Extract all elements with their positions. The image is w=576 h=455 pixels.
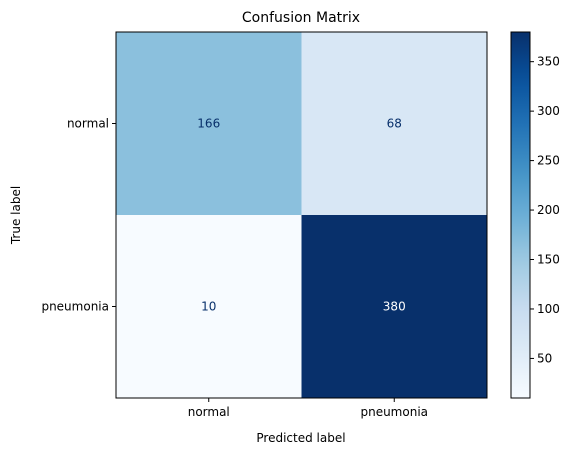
matrix-cell <box>301 215 487 398</box>
matrix-cell <box>301 32 487 215</box>
y-tick-label: pneumonia <box>41 300 109 314</box>
colorbar <box>510 31 531 399</box>
y-tick-label: normal <box>67 117 109 131</box>
chart-title: Confusion Matrix <box>242 10 360 26</box>
x-tick-label: pneumonia <box>360 405 428 419</box>
x-axis-ticks: normal pneumonia <box>188 398 428 419</box>
plot-frame <box>115 31 488 399</box>
y-axis-label: True label <box>9 186 23 245</box>
colorbar-tick-label: 200 <box>537 203 560 217</box>
colorbar-tick-label: 100 <box>537 302 560 316</box>
matrix-cell <box>116 215 302 398</box>
colorbar-tick-label: 150 <box>537 253 560 267</box>
colorbar-ticks: 50 100 150 200 250 300 350 <box>530 55 560 365</box>
colorbar-tick-label: 50 <box>537 351 552 365</box>
x-axis-label: Predicted label <box>256 431 345 445</box>
colorbar-tick-label: 300 <box>537 104 560 118</box>
cell-value-label: 166 <box>197 117 220 131</box>
matrix-cell <box>116 32 302 215</box>
cell-value-label: 10 <box>201 300 216 314</box>
colorbar-tick-label: 350 <box>537 55 560 69</box>
colorbar-tick-label: 250 <box>537 154 560 168</box>
cell-value-label: 380 <box>383 300 406 314</box>
matrix-cells: 166 68 10 380 <box>116 32 487 398</box>
x-tick-label: normal <box>188 405 230 419</box>
y-axis-ticks: normal pneumonia <box>41 117 116 314</box>
cell-value-label: 68 <box>387 117 402 131</box>
